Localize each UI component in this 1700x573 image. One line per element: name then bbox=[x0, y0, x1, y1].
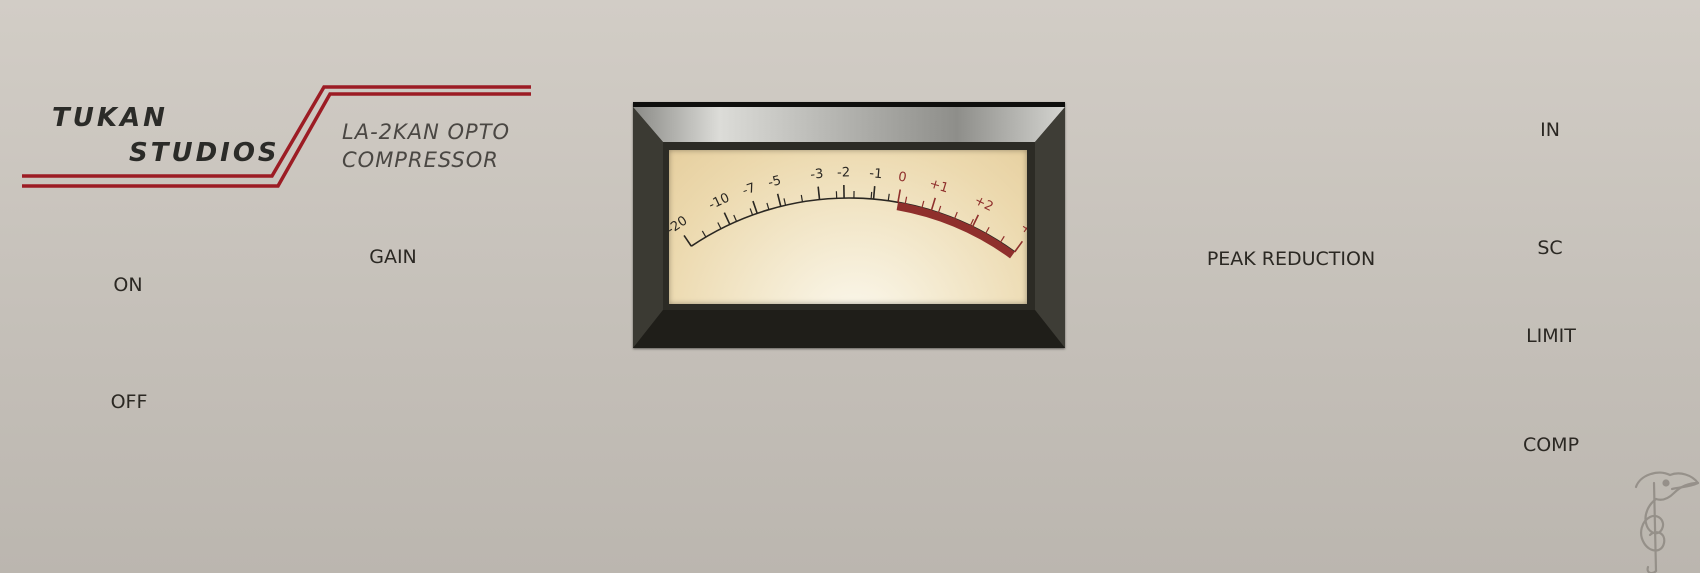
sidechain-in-label[interactable]: IN bbox=[1540, 119, 1560, 141]
meter-scale: -20-10-7 -5 -3 -2 -1 0 +1+2+3 bbox=[669, 165, 1027, 259]
logo-stripe-bottom bbox=[22, 92, 531, 188]
meter-tick bbox=[887, 193, 890, 201]
power-off-label[interactable]: OFF bbox=[110, 391, 148, 413]
meter-tick bbox=[954, 211, 958, 219]
meter-major-tick bbox=[897, 189, 902, 203]
meter-scale-label: -7 bbox=[741, 180, 758, 198]
meter-tick bbox=[937, 205, 942, 213]
meter-tick bbox=[921, 200, 925, 208]
meter-tick bbox=[717, 222, 722, 230]
meter-tick bbox=[985, 226, 990, 234]
meter-major-tick bbox=[971, 214, 980, 227]
meter-scale-label: -2 bbox=[837, 165, 850, 180]
power-on-label[interactable]: ON bbox=[113, 274, 143, 296]
meter-scale-label: +3 bbox=[1017, 220, 1027, 243]
meter-major-tick bbox=[817, 186, 821, 200]
product-name-line1: LA-2KAN OPTO bbox=[342, 120, 511, 144]
meter-tick bbox=[800, 194, 804, 202]
meter-red-zone bbox=[896, 202, 1015, 259]
meter-tick bbox=[766, 202, 770, 210]
meter-scale-label: 0 bbox=[897, 170, 908, 186]
meter-scale-label: -20 bbox=[669, 213, 690, 237]
meter-tick bbox=[904, 196, 908, 204]
meter-tick bbox=[783, 198, 787, 206]
meter-major-tick bbox=[930, 197, 937, 211]
brand-name-line2: STUDIOS bbox=[129, 138, 280, 168]
meter-major-tick bbox=[872, 186, 876, 200]
meter-scale-label: -1 bbox=[869, 166, 883, 182]
gain-knob-label[interactable]: GAIN bbox=[369, 246, 417, 268]
mode-limit-label[interactable]: LIMIT bbox=[1526, 325, 1576, 347]
meter-scale-label: -10 bbox=[707, 191, 733, 214]
meter-major-tick bbox=[752, 200, 758, 214]
meter-major-tick bbox=[1014, 240, 1024, 253]
logo-stripe-top bbox=[22, 85, 531, 178]
brand-name-line1: TUKAN bbox=[52, 103, 168, 133]
meter-face: -20 -10 -7 -5 -3 -2 -1 0 +1 +2 +3 bbox=[669, 150, 1027, 304]
meter-tick bbox=[749, 208, 754, 216]
vu-meter: -20 -10 -7 -5 -3 -2 -1 0 +1 +2 +3 bbox=[633, 102, 1065, 348]
peak-reduction-knob-label[interactable]: PEAK REDUCTION bbox=[1206, 248, 1376, 270]
mode-comp-label[interactable]: COMP bbox=[1522, 434, 1580, 456]
meter-scale-label: +2 bbox=[972, 193, 996, 215]
product-name-line2: COMPRESSOR bbox=[342, 148, 499, 172]
meter-major-tick bbox=[683, 234, 692, 247]
meter-tick bbox=[1000, 235, 1005, 243]
meter-scale-label: +1 bbox=[927, 176, 950, 196]
meter-scale-label: -5 bbox=[767, 173, 783, 191]
meter-scale-label: -3 bbox=[810, 167, 824, 183]
sidechain-sc-label[interactable]: SC bbox=[1537, 237, 1563, 259]
meter-tick bbox=[733, 214, 738, 222]
meter-tick bbox=[969, 218, 974, 226]
logo-stripes bbox=[22, 85, 531, 188]
meter-tick bbox=[701, 230, 707, 238]
toucan-treble-clef-icon bbox=[1634, 471, 1700, 573]
meter-major-tick bbox=[776, 193, 782, 207]
meter-major-tick bbox=[723, 212, 731, 225]
meter-tick bbox=[870, 191, 873, 199]
